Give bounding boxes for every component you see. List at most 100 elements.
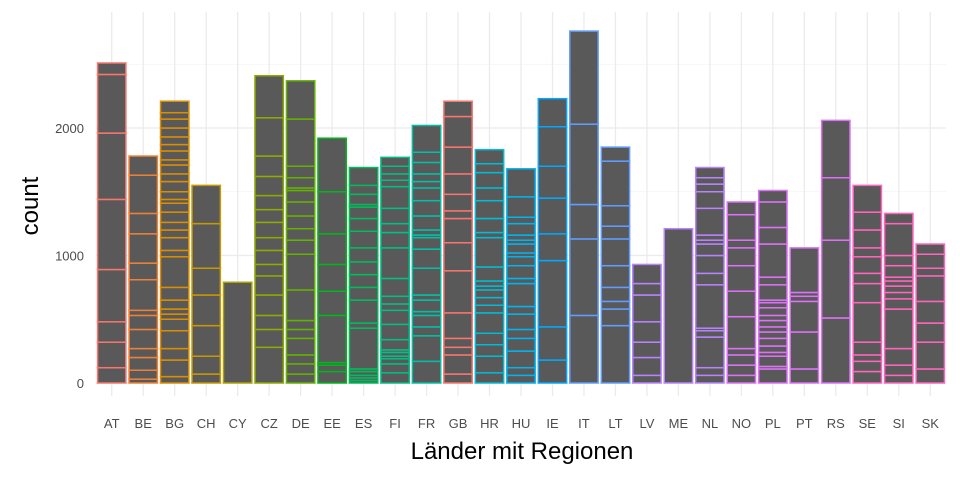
bar-segment bbox=[757, 189, 788, 203]
bar-segment bbox=[726, 213, 757, 241]
x-tick-label: IT bbox=[578, 416, 590, 431]
bar-segment bbox=[254, 328, 285, 349]
bar-segment bbox=[600, 146, 631, 162]
x-tick-label: DE bbox=[292, 416, 310, 431]
bar-segment bbox=[443, 100, 473, 118]
bar-segment bbox=[694, 374, 725, 384]
bar-PL bbox=[757, 189, 788, 384]
bar-segment bbox=[757, 243, 788, 278]
bar-segment bbox=[694, 243, 725, 257]
bar-segment bbox=[757, 326, 788, 333]
bar-segment bbox=[789, 247, 820, 294]
bar-FR bbox=[411, 124, 442, 384]
bar-segment bbox=[852, 360, 883, 373]
bar-segment bbox=[285, 328, 316, 340]
bar-segment bbox=[348, 286, 379, 301]
bar-segment bbox=[852, 301, 883, 343]
x-tick-label: BG bbox=[165, 416, 184, 431]
bar-segment bbox=[915, 275, 946, 303]
bar-segment bbox=[285, 239, 316, 255]
bar-segment bbox=[380, 338, 410, 351]
bar-segment bbox=[600, 264, 631, 289]
bar-CH bbox=[191, 184, 222, 384]
bar-segment bbox=[694, 207, 725, 236]
bar-segment bbox=[159, 347, 190, 361]
bar-segment bbox=[820, 176, 851, 241]
bar-segment bbox=[726, 347, 757, 356]
bar-segment bbox=[159, 211, 190, 224]
bar-segment bbox=[506, 282, 536, 308]
bar-segment bbox=[694, 336, 725, 369]
bar-GB bbox=[443, 100, 473, 384]
bar-segment bbox=[159, 164, 190, 175]
x-tick-label: SK bbox=[922, 416, 940, 431]
bar-segment bbox=[380, 309, 410, 326]
bar-SI bbox=[883, 212, 914, 384]
bar-segment bbox=[411, 180, 442, 189]
bar-segment bbox=[254, 117, 285, 157]
bar-AT bbox=[96, 62, 127, 384]
bar-segment bbox=[820, 239, 851, 319]
bar-segment bbox=[757, 331, 788, 340]
bar-segment bbox=[506, 264, 536, 280]
bar-segment bbox=[632, 321, 662, 343]
bar-segment bbox=[506, 305, 536, 315]
bar-segment bbox=[852, 282, 883, 304]
bar-segment bbox=[474, 289, 505, 299]
bar-segment bbox=[694, 254, 725, 275]
bar-segment bbox=[159, 173, 190, 183]
x-tick-label: LV bbox=[639, 416, 654, 431]
bar-segment bbox=[915, 368, 946, 384]
bar-segment bbox=[600, 205, 631, 227]
bar-segment bbox=[348, 230, 379, 249]
x-axis-title: Länder mit Regionen bbox=[411, 438, 634, 465]
bar-segment bbox=[694, 183, 725, 193]
bar-segment bbox=[285, 201, 316, 217]
bar-segment bbox=[285, 189, 316, 203]
bar-segment bbox=[726, 239, 757, 249]
bar-segment bbox=[159, 308, 190, 315]
bar-segment bbox=[506, 313, 536, 331]
bar-segment bbox=[852, 341, 883, 356]
bar-segment bbox=[348, 184, 379, 196]
x-tick-label: LT bbox=[608, 416, 622, 431]
bar-segment bbox=[254, 346, 285, 384]
bar-segment bbox=[128, 347, 159, 359]
bar-segment bbox=[537, 97, 568, 128]
bar-segment bbox=[380, 165, 410, 175]
bar-CZ bbox=[254, 74, 285, 384]
bar-segment bbox=[757, 314, 788, 322]
bar-segment bbox=[159, 249, 190, 258]
bar-segment bbox=[600, 324, 631, 384]
bar-segment bbox=[285, 337, 316, 356]
bar-segment bbox=[883, 347, 914, 366]
bar-segment bbox=[474, 231, 505, 239]
bar-ME bbox=[663, 227, 694, 384]
bar-segment bbox=[159, 229, 190, 239]
bar-segment bbox=[443, 210, 473, 220]
bar-segment bbox=[128, 314, 159, 331]
bar-segment bbox=[757, 276, 788, 286]
bar-segment bbox=[96, 366, 127, 384]
bar-segment bbox=[883, 374, 914, 384]
bar-CY bbox=[222, 281, 253, 384]
bar-NO bbox=[726, 201, 757, 384]
bar-segment bbox=[443, 346, 473, 356]
bar-segment bbox=[537, 233, 568, 262]
bar-segment bbox=[537, 197, 568, 235]
bar-segment bbox=[852, 211, 883, 231]
bar-segment bbox=[506, 328, 536, 340]
bar-segment bbox=[254, 249, 285, 266]
bar-segment bbox=[820, 317, 851, 384]
bar-segment bbox=[411, 314, 442, 328]
bar-segment bbox=[128, 233, 159, 264]
bar-segment bbox=[474, 266, 505, 282]
bar-segment bbox=[506, 243, 536, 254]
bar-segment bbox=[285, 165, 316, 179]
bar-segment bbox=[852, 229, 883, 249]
bar-HU bbox=[506, 168, 536, 384]
bar-HR bbox=[474, 148, 505, 384]
bar-segment bbox=[348, 193, 379, 206]
bar-segment bbox=[537, 326, 568, 361]
bar-segment bbox=[159, 329, 190, 350]
